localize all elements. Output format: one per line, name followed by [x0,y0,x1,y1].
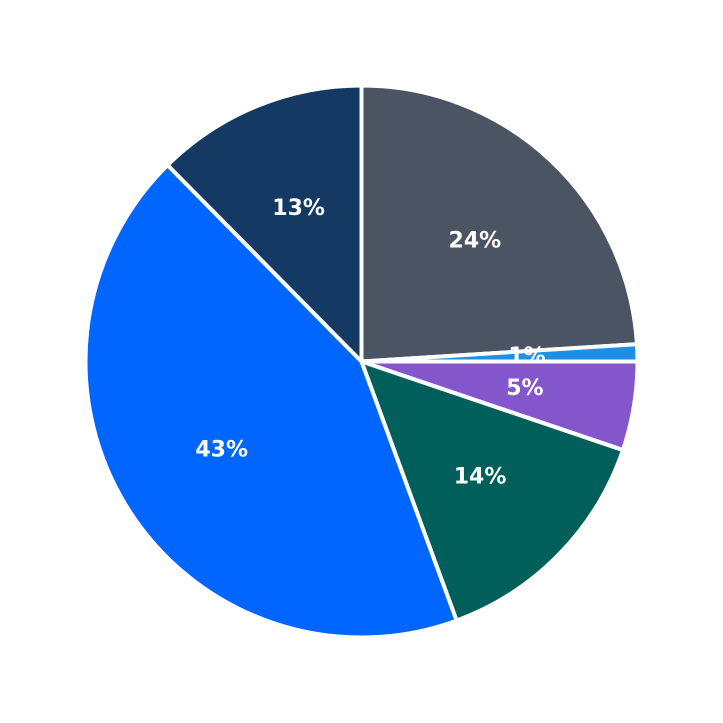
pie-slice-label-0: 24% [449,228,502,253]
pie-slice-5 [165,83,364,364]
pie-slice-0 [359,83,639,364]
pie-slice-label-2: 5% [506,376,543,401]
pie-slice-label-3: 14% [454,465,507,490]
pie-slice-label-4: 43% [195,438,248,463]
pie-slice-label-1: 1% [508,344,545,369]
pie-slices [83,83,640,640]
pie-slice-3 [359,359,625,623]
pie-slice-label-5: 13% [272,196,325,221]
pie-labels: 24% 1% 5% 14% 43% 13% [195,196,545,490]
pie-slice-4 [83,163,459,640]
